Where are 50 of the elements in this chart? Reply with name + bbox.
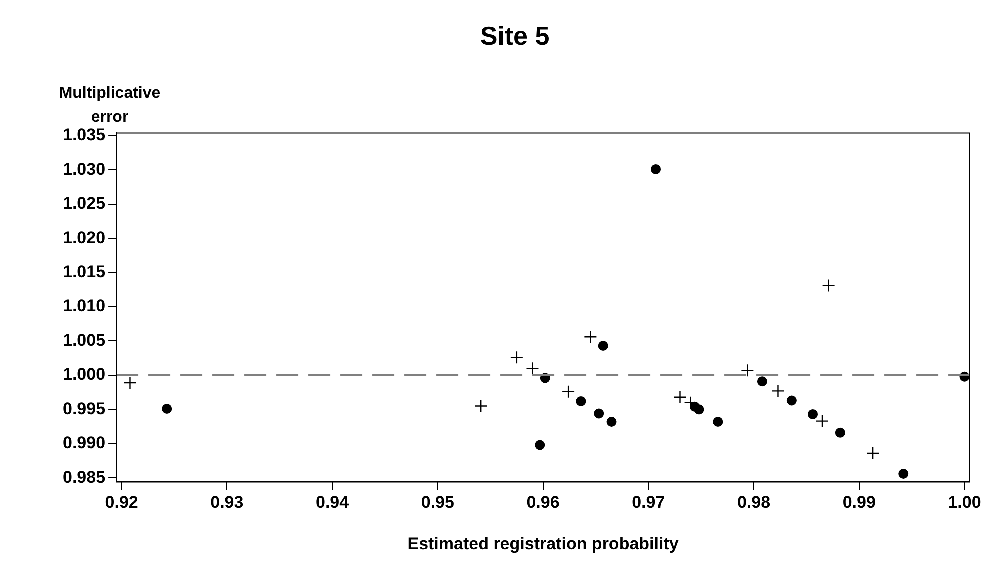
point	[674, 390, 687, 404]
point	[510, 351, 524, 364]
point	[772, 384, 785, 398]
point	[816, 414, 830, 428]
x-tick-label: 0.96	[526, 493, 560, 512]
point	[124, 376, 137, 390]
point	[835, 428, 846, 438]
x-tick-label: 0.92	[105, 493, 138, 512]
x-tick-label: 0.93	[210, 493, 244, 512]
x-tick-label: 0.97	[632, 493, 666, 512]
point	[474, 400, 488, 413]
y-tick-label: 1.000	[62, 365, 106, 384]
point	[584, 330, 598, 344]
point	[535, 440, 546, 450]
point	[757, 376, 768, 387]
point	[866, 446, 880, 460]
y-tick-label: 0.985	[62, 468, 106, 487]
point	[598, 341, 608, 352]
point	[741, 364, 754, 378]
y-tick-label: 1.015	[62, 262, 106, 282]
point	[594, 408, 604, 419]
y-tick-label: 1.010	[62, 296, 106, 316]
y-tick-label: 1.025	[62, 194, 106, 214]
x-tick-label: 0.98	[737, 493, 771, 512]
x-tick-label: 0.99	[842, 493, 876, 512]
point	[808, 409, 818, 420]
x-tick-label: 0.95	[421, 493, 454, 512]
point	[786, 396, 797, 406]
point	[162, 404, 172, 414]
point	[562, 385, 576, 398]
point	[576, 396, 586, 406]
point	[713, 416, 724, 427]
point	[898, 468, 909, 479]
y-tick-label: 1.020	[62, 228, 106, 248]
y-axis-title: Multiplicative error	[58, 84, 162, 128]
x-tick-label: 0.94	[316, 493, 350, 512]
point	[822, 279, 836, 292]
point	[694, 404, 704, 415]
y-tick-label: 0.990	[62, 434, 106, 453]
chart-title: Site 5	[480, 20, 550, 51]
y-tick-label: 0.995	[62, 399, 106, 418]
y-tick-label: 1.005	[62, 330, 106, 350]
y-tick-label: 1.030	[62, 160, 106, 179]
point	[526, 362, 540, 376]
y-tick-label: 1.035	[62, 126, 106, 145]
x-tick-label: 1.00	[948, 493, 982, 512]
point	[684, 396, 698, 410]
x-axis-title: Estimated registration probability	[408, 534, 680, 554]
point	[606, 416, 617, 427]
point	[651, 164, 662, 174]
